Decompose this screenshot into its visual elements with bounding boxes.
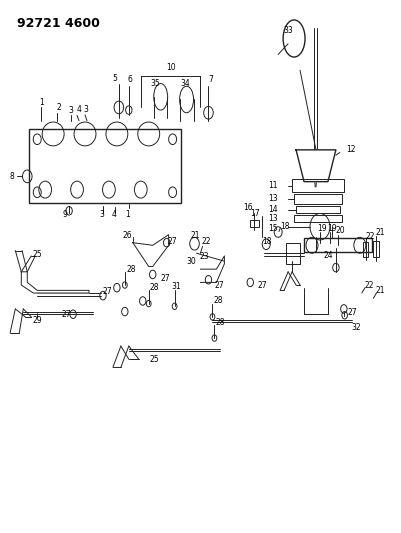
- Text: 29: 29: [32, 316, 42, 325]
- Polygon shape: [296, 150, 336, 182]
- Text: 18: 18: [263, 237, 272, 246]
- Text: 34: 34: [181, 79, 190, 88]
- Polygon shape: [21, 272, 89, 293]
- Text: 22: 22: [364, 280, 374, 289]
- Text: 35: 35: [151, 79, 160, 88]
- Text: 13: 13: [269, 214, 278, 223]
- Text: 16: 16: [243, 203, 253, 212]
- Text: 2: 2: [57, 103, 61, 112]
- Text: 21: 21: [376, 228, 385, 237]
- Text: 28: 28: [150, 283, 160, 292]
- Text: 27: 27: [161, 273, 170, 282]
- Text: 22: 22: [201, 237, 211, 246]
- Text: 25: 25: [32, 250, 42, 259]
- Text: 5: 5: [112, 74, 117, 83]
- Text: 3: 3: [69, 106, 73, 115]
- Text: 28: 28: [216, 318, 225, 327]
- Bar: [296, 206, 340, 214]
- Text: 33: 33: [283, 26, 293, 35]
- Text: 27: 27: [257, 280, 267, 289]
- Text: 10: 10: [166, 63, 176, 72]
- Text: 21: 21: [190, 231, 200, 240]
- Text: 8: 8: [10, 172, 14, 181]
- Text: 25: 25: [150, 355, 160, 364]
- Bar: [373, 241, 379, 257]
- Text: 32: 32: [352, 323, 361, 332]
- Text: 27: 27: [168, 237, 177, 246]
- Text: 26: 26: [122, 231, 132, 240]
- Bar: [363, 242, 368, 257]
- Bar: [286, 243, 300, 264]
- Text: 22: 22: [366, 232, 375, 241]
- Text: 28: 28: [126, 265, 136, 273]
- Bar: [294, 195, 342, 204]
- Text: 3: 3: [84, 104, 89, 114]
- Bar: [250, 220, 259, 227]
- Bar: [292, 179, 344, 192]
- Text: 19: 19: [327, 224, 337, 233]
- Text: 3: 3: [99, 210, 104, 219]
- Text: 17: 17: [251, 209, 260, 218]
- Text: 7: 7: [208, 75, 213, 84]
- Text: 11: 11: [269, 181, 278, 190]
- Text: 30: 30: [187, 257, 196, 265]
- Text: 23: 23: [200, 253, 209, 262]
- Bar: [294, 215, 342, 222]
- Text: 15: 15: [269, 224, 278, 233]
- Text: 27: 27: [102, 287, 112, 296]
- Text: 4: 4: [111, 210, 116, 219]
- Text: 20: 20: [335, 226, 345, 235]
- Text: 27: 27: [215, 280, 224, 289]
- Text: 92721 4600: 92721 4600: [17, 17, 100, 30]
- Text: 9: 9: [63, 210, 67, 219]
- Text: 13: 13: [269, 194, 278, 203]
- Text: 24: 24: [323, 252, 333, 261]
- Text: 27: 27: [348, 308, 357, 317]
- Text: 14: 14: [269, 205, 278, 214]
- Text: 6: 6: [127, 75, 132, 84]
- Text: 28: 28: [214, 296, 223, 305]
- Text: 31: 31: [172, 282, 181, 291]
- Text: 27: 27: [61, 310, 71, 319]
- Text: 12: 12: [346, 146, 355, 155]
- Text: 21: 21: [376, 286, 385, 295]
- Text: 4: 4: [77, 104, 81, 114]
- Text: 1: 1: [126, 210, 130, 219]
- Bar: [304, 238, 372, 252]
- Text: 1: 1: [39, 98, 44, 107]
- Text: 18: 18: [280, 222, 290, 231]
- Bar: [29, 128, 180, 203]
- Text: 19: 19: [317, 224, 327, 233]
